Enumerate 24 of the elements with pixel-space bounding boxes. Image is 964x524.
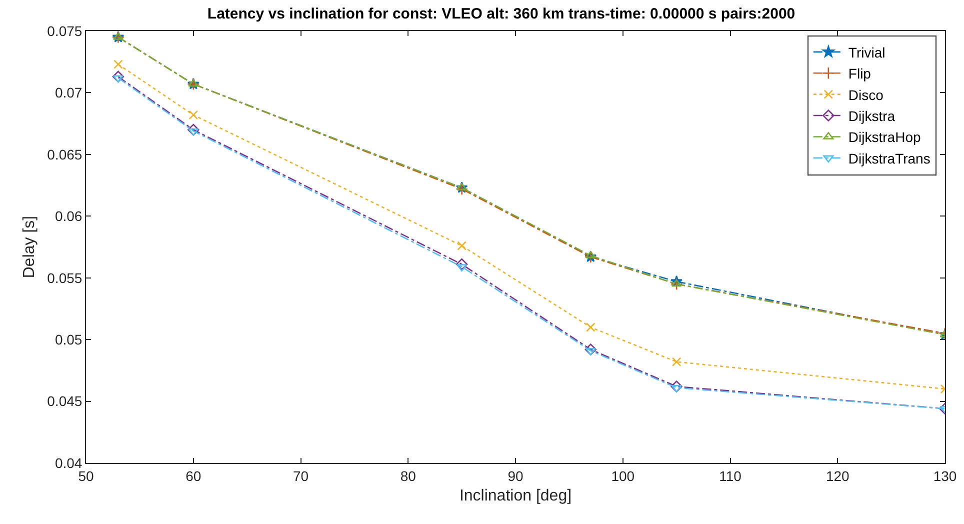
y-tick-label: 0.07 <box>54 84 82 101</box>
legend-label: DijkstraHop <box>848 129 921 146</box>
x-tick-label: 100 <box>611 468 635 484</box>
y-tick-label: 0.065 <box>47 146 82 162</box>
x-axis-title: Inclination [deg] <box>459 488 572 504</box>
y-tick-label: 0.055 <box>47 270 82 286</box>
legend-label: Flip <box>848 66 872 82</box>
x-tick-label: 110 <box>719 468 742 484</box>
x-tick-label: 90 <box>508 468 524 484</box>
y-tick-label: 0.075 <box>47 22 82 39</box>
x-tick-label: 120 <box>826 468 850 484</box>
y-axis-title: Delay [s] <box>21 216 38 278</box>
x-tick-label: 60 <box>186 468 202 484</box>
legend-label: Dijkstra <box>848 108 896 124</box>
chart-title: Latency vs inclination for const: VLEO alt: 360 km trans-time: 0.00000 s pairs:2000 <box>207 5 796 22</box>
x-tick-label: 70 <box>292 468 309 484</box>
legend-label: Trivial <box>848 44 886 60</box>
legend-label: DijkstraTrans <box>848 150 930 166</box>
x-tick-label: 80 <box>400 468 416 484</box>
y-tick-label: 0.045 <box>47 393 82 410</box>
y-tick-label: 0.05 <box>54 331 82 348</box>
y-tick-label: 0.06 <box>54 208 82 224</box>
legend-label: Disco <box>848 86 884 103</box>
x-tick-label: 130 <box>933 468 957 484</box>
